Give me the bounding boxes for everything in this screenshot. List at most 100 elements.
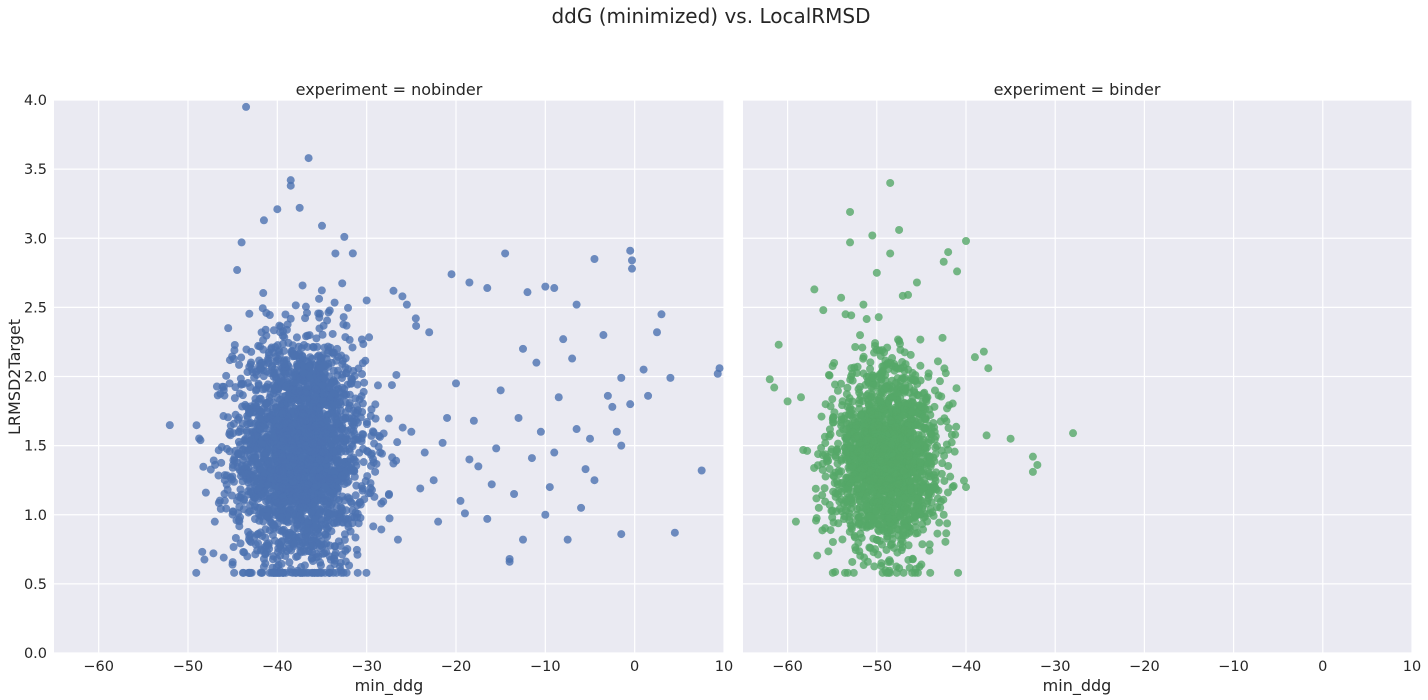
data-point (335, 562, 344, 571)
x-tick-label: −10 (530, 659, 561, 675)
data-point (900, 503, 909, 512)
data-point (599, 331, 608, 340)
data-point (889, 452, 898, 461)
data-point (305, 461, 314, 470)
y-tick-label: 1.0 (24, 508, 47, 524)
data-point (351, 491, 360, 500)
data-point (280, 463, 289, 472)
x-axis-label-binder: min_ddg (1043, 676, 1112, 696)
data-point (330, 542, 339, 551)
data-point (947, 438, 956, 447)
data-point (299, 368, 308, 377)
data-point (338, 279, 347, 288)
data-point (250, 472, 259, 481)
data-point (447, 270, 456, 279)
data-point (316, 353, 325, 362)
data-point (935, 518, 944, 527)
data-point (346, 466, 355, 475)
y-tick-label: 0.5 (24, 577, 47, 593)
data-point (261, 325, 270, 334)
data-point (275, 426, 284, 435)
data-point (343, 493, 352, 502)
data-point (257, 439, 266, 448)
data-point (952, 384, 961, 393)
data-point (297, 453, 306, 462)
x-tick-label: −50 (861, 659, 892, 675)
data-point (236, 539, 245, 548)
data-point (393, 535, 402, 544)
data-point (233, 266, 242, 275)
data-point (355, 395, 364, 404)
data-point (261, 525, 270, 534)
data-point (866, 358, 875, 367)
data-point (293, 360, 302, 369)
y-tick-label: 4.0 (24, 93, 47, 109)
data-point (563, 535, 572, 544)
data-point (290, 368, 299, 377)
data-point (234, 515, 243, 524)
data-point (443, 413, 452, 422)
data-point (259, 336, 268, 345)
data-point (317, 438, 326, 447)
data-point (229, 542, 238, 551)
data-point (341, 363, 350, 372)
data-point (304, 363, 313, 372)
data-point (858, 343, 867, 352)
facet-title-nobinder: experiment = nobinder (296, 80, 483, 99)
data-point (287, 473, 296, 482)
panel-binder: experiment = binder −60 −50 −40 −30 −20 −10 0 1… (743, 80, 1421, 696)
data-point (946, 472, 955, 481)
data-point (234, 449, 243, 458)
data-point (209, 549, 218, 558)
data-point (617, 373, 626, 382)
data-point (245, 309, 254, 318)
data-point (307, 473, 316, 482)
data-point (348, 343, 357, 352)
data-point (940, 414, 949, 423)
data-point (315, 324, 324, 333)
data-point (224, 324, 233, 333)
data-point (920, 423, 929, 432)
data-point (474, 462, 483, 471)
data-point (369, 522, 378, 531)
data-point (916, 361, 925, 370)
data-point (908, 554, 917, 563)
data-point (257, 490, 266, 499)
data-point (854, 538, 863, 547)
data-point (295, 203, 304, 212)
data-point (358, 359, 367, 368)
data-point (388, 453, 397, 462)
data-point (256, 511, 265, 520)
x-tick-label: 10 (1403, 659, 1421, 675)
data-point (249, 454, 258, 463)
x-tick-label: 0 (1318, 659, 1327, 675)
data-point (348, 420, 357, 429)
data-point (895, 336, 904, 345)
data-point (312, 386, 321, 395)
data-point (200, 555, 209, 564)
data-point (240, 548, 249, 557)
data-point (828, 513, 837, 522)
x-tick-label: −20 (1129, 659, 1160, 675)
data-point (354, 364, 363, 373)
data-point (301, 388, 310, 397)
data-point (264, 356, 273, 365)
data-point (906, 484, 915, 493)
data-point (330, 556, 339, 565)
data-point (227, 491, 236, 500)
data-point (353, 550, 362, 559)
data-point (492, 444, 501, 453)
data-point (835, 428, 844, 437)
data-point (923, 517, 932, 526)
data-point (331, 548, 340, 557)
data-point (214, 471, 223, 480)
data-point (866, 512, 875, 521)
data-point (900, 516, 909, 525)
facet-title-binder: experiment = binder (994, 80, 1161, 99)
data-point (854, 520, 863, 529)
data-point (310, 397, 319, 406)
data-point (813, 461, 822, 470)
data-point (847, 364, 856, 373)
data-point (861, 380, 870, 389)
data-point (315, 455, 324, 464)
